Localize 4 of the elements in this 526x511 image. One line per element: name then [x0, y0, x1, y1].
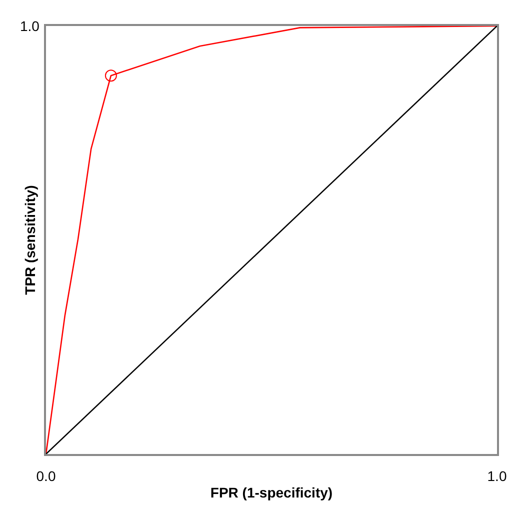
y-axis-title: TPR (sensitivity)	[22, 185, 38, 295]
x-tick-label: 0.0	[36, 468, 56, 484]
text: 1.0	[20, 18, 40, 34]
x-axis-title: FPR (1-specificity)	[210, 484, 333, 501]
